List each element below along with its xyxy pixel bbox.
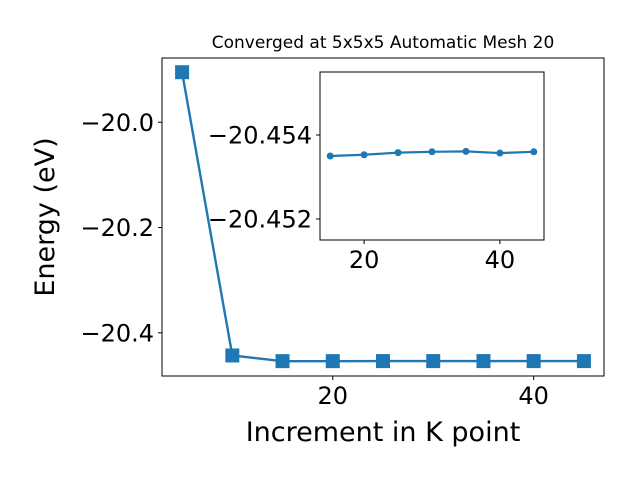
inset-data-point — [462, 147, 470, 155]
main-x-tick-label: 20 — [317, 382, 348, 410]
main-x-tick-label: 40 — [518, 382, 549, 410]
main-axes-frame — [161, 57, 605, 377]
main-y-tick-label: −20.4 — [80, 319, 154, 347]
inset-x-tick-label: 40 — [485, 246, 516, 274]
main-data-point — [426, 354, 441, 369]
x-axis-label: Increment in K point — [246, 417, 521, 448]
main-plot: 20 40 −20.0 −20.2 −20.4 — [80, 57, 605, 410]
inset-data-point — [326, 152, 334, 160]
inset-axes-frame — [319, 71, 545, 241]
main-data-point — [275, 354, 290, 369]
main-data-point — [526, 354, 541, 369]
main-data-point — [225, 348, 240, 363]
main-data-point — [325, 354, 340, 369]
chart-title: Converged at 5x5x5 Automatic Mesh 20 — [212, 33, 555, 53]
main-data-point — [576, 354, 591, 369]
main-y-tick-label: −20.0 — [80, 109, 154, 137]
y-axis-label: Energy (eV) — [30, 137, 61, 296]
main-data-point — [376, 354, 390, 369]
inset-y-tick-label: −20.454 — [208, 122, 312, 150]
inset-data-point — [394, 149, 402, 157]
inset-x-tick-label: 20 — [349, 246, 380, 274]
main-data-point — [175, 65, 190, 80]
main-y-tick-label: −20.2 — [80, 214, 154, 242]
inset-data-point — [428, 148, 436, 156]
inset-plot: 20 40 −20.454 −20.452 — [208, 71, 545, 274]
inset-y-tick-label: −20.452 — [208, 206, 312, 234]
main-data-point — [476, 354, 491, 369]
inset-data-point — [360, 151, 368, 159]
inset-data-point — [496, 149, 504, 157]
inset-data-point — [530, 148, 538, 156]
